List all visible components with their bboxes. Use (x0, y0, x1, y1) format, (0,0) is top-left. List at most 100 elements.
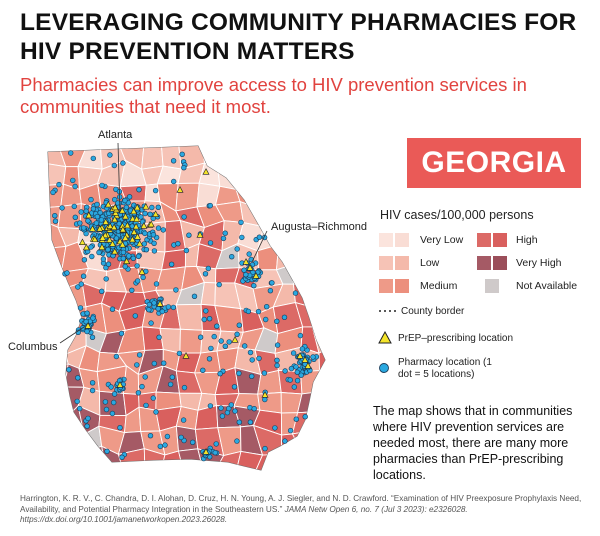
prep-triangle (130, 228, 138, 235)
pharmacy-dot (216, 281, 222, 288)
pharmacy-dot (274, 357, 280, 363)
pharmacy-dot (287, 427, 294, 434)
pharmacy-dot (228, 402, 235, 408)
prep-triangle (231, 336, 239, 343)
pharmacy-dot (251, 406, 257, 412)
prep-triangle (104, 200, 112, 208)
pharmacy-dot (287, 377, 293, 383)
prep-triangle (138, 268, 146, 275)
pharmacy-dot (111, 391, 118, 397)
pharmacy-dot (178, 434, 184, 441)
prep-triangle (116, 381, 124, 388)
county-shape (179, 328, 203, 354)
pharmacy-dot (75, 284, 81, 290)
pharmacy-dot (129, 287, 135, 293)
pharmacy-dot (168, 261, 175, 267)
pharmacy-dot (183, 247, 190, 254)
pharmacy-dot (238, 219, 244, 226)
prep-triangle (147, 220, 155, 228)
citation-journal: JAMA Netw Open 6, no. 7 (Jul 3 2023): e2… (20, 504, 468, 525)
pharmacy-dot (269, 280, 275, 286)
pharmacy-dot (218, 405, 224, 411)
pharmacy-dot (75, 375, 81, 381)
pharmacy-dot (98, 288, 105, 294)
pharmacy-dot (290, 350, 297, 356)
pharmacy-dot (169, 374, 176, 380)
pharmacy-dot (143, 247, 150, 253)
pharmacy-dot (173, 287, 179, 293)
county-shape (313, 146, 325, 163)
pharmacy-dot (152, 187, 159, 194)
pharmacy-dot (109, 306, 116, 312)
pharmacy-dot (232, 408, 238, 414)
pharmacy-dot (80, 225, 87, 231)
pharmacy-dot (134, 362, 140, 368)
pharmacy-dot (176, 350, 183, 357)
pharmacy-dot (67, 150, 74, 156)
pharmacy-dot (90, 155, 97, 162)
legend-label: Low (420, 257, 440, 269)
map-note: The map shows that in communities where … (373, 404, 573, 482)
legend-label: High (516, 234, 538, 246)
prep-triangle (84, 322, 92, 329)
pharmacy-dot (236, 419, 243, 425)
prep-triangle (123, 221, 131, 229)
pharmacy-dot (245, 308, 252, 315)
prep-triangle (106, 236, 114, 243)
pharmacy-dot (89, 253, 95, 260)
county-shape (272, 453, 304, 470)
prep-triangle (96, 224, 104, 232)
pharmacy-dot (181, 214, 187, 220)
pharmacy-dot (241, 267, 247, 273)
pharmacy-dot (113, 353, 120, 360)
prep-triangle (136, 239, 144, 247)
legend-swatch (379, 279, 393, 293)
county-shape (314, 449, 325, 470)
prep-triangle (142, 202, 150, 210)
pharmacy-dot (52, 218, 59, 224)
pharmacy-dot (231, 384, 238, 390)
pharmacy-dot (155, 225, 162, 231)
pharmacy-dot (153, 409, 159, 415)
county-shape (48, 432, 70, 458)
pharmacy-dot (190, 439, 196, 445)
city-label-atlanta: Atlanta (98, 129, 133, 141)
prep-triangle (112, 209, 120, 216)
pharmacy-dot (207, 403, 214, 409)
pharmacy-dot (72, 183, 78, 190)
pharmacy-dot (251, 283, 257, 289)
county-shape (297, 453, 322, 470)
pharmacy-dot (207, 202, 214, 209)
pharmacy-dot (200, 367, 206, 373)
pharmacy-dot (151, 360, 158, 367)
pharmacy-dot (212, 450, 218, 456)
prep-triangle (109, 240, 117, 247)
citation: Harrington, K. R. V., C. Chandra, D. I. … (20, 494, 588, 526)
pharmacy-dot (202, 271, 209, 277)
legend-label: Very Low (420, 234, 464, 246)
pharmacy-dot (96, 249, 102, 256)
pharmacy-dot (171, 178, 177, 185)
prep-triangle (98, 243, 106, 250)
county-shape (275, 244, 300, 271)
county-shape (314, 245, 325, 271)
pharmacy-dot (85, 415, 91, 422)
county-shape (160, 146, 182, 170)
prep-triangle (82, 243, 90, 251)
pharmacy-dot (255, 308, 262, 315)
prep-triangle (85, 211, 93, 219)
pharmacy-dot (213, 441, 219, 447)
pharmacy-dot (155, 305, 161, 312)
county-shape (257, 369, 282, 395)
prep-triangle (111, 215, 119, 223)
prep-triangle (111, 247, 119, 255)
prep-triangle (301, 356, 309, 363)
prep-triangle (102, 218, 110, 225)
pharmacy-dot (156, 334, 162, 340)
prep-triangle (91, 235, 99, 243)
pharmacy-dot (181, 165, 187, 171)
legend-swatch (493, 256, 507, 270)
prep-triangle (156, 300, 164, 307)
prep-triangle (182, 352, 190, 359)
pharmacy-dot (293, 416, 299, 422)
